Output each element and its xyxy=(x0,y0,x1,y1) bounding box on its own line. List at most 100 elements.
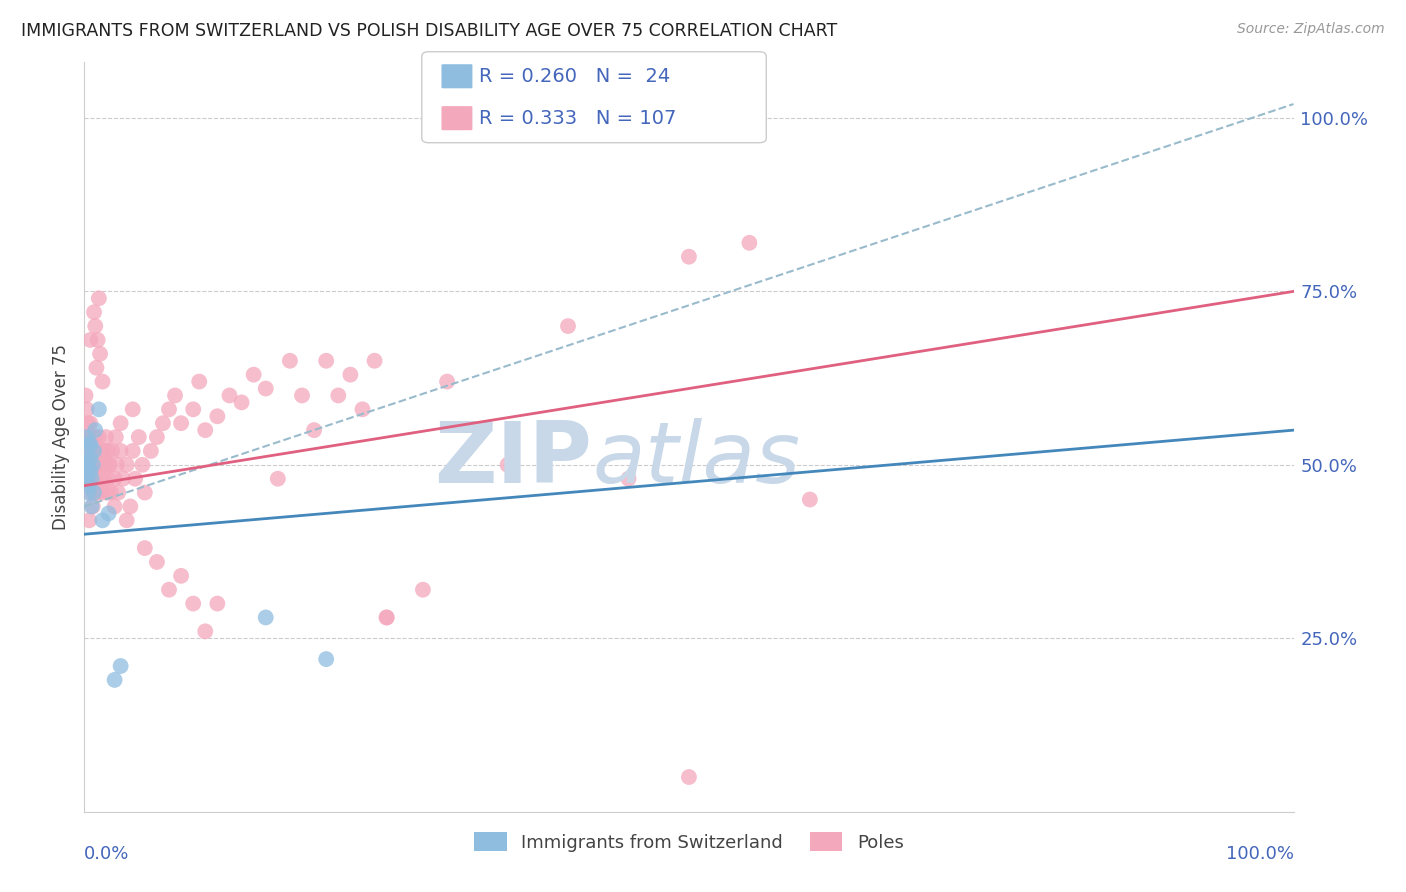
Point xyxy=(105,458,128,472)
Point xyxy=(77,472,100,486)
Point xyxy=(96,485,118,500)
Point xyxy=(97,458,120,472)
Point xyxy=(799,492,821,507)
Text: ZIP: ZIP xyxy=(434,418,592,501)
Point xyxy=(436,375,458,389)
Point xyxy=(91,375,114,389)
Point xyxy=(87,430,110,444)
Point xyxy=(76,430,98,444)
Point xyxy=(104,472,127,486)
Point xyxy=(254,382,277,396)
Text: R = 0.260   N =  24: R = 0.260 N = 24 xyxy=(479,67,671,86)
Point xyxy=(170,416,193,430)
Text: atlas: atlas xyxy=(592,418,800,501)
Point xyxy=(363,353,385,368)
Point xyxy=(207,409,229,424)
Point xyxy=(120,500,142,514)
Point xyxy=(86,444,108,458)
Point xyxy=(80,430,103,444)
Point xyxy=(291,388,314,402)
Point xyxy=(146,555,169,569)
Point xyxy=(77,430,100,444)
Point xyxy=(94,430,117,444)
Point xyxy=(194,423,217,437)
Point xyxy=(87,291,110,305)
Point xyxy=(375,610,398,624)
Point xyxy=(82,458,104,472)
Point xyxy=(315,652,337,666)
Point xyxy=(89,472,111,486)
Point xyxy=(93,472,115,486)
Point xyxy=(82,458,104,472)
Point xyxy=(79,450,101,465)
Point xyxy=(678,770,700,784)
Point xyxy=(328,388,350,402)
Point xyxy=(278,353,301,368)
Point xyxy=(80,472,103,486)
Point xyxy=(98,458,121,472)
Point xyxy=(77,444,100,458)
Point xyxy=(165,388,187,402)
Point xyxy=(90,458,112,472)
Point xyxy=(77,458,100,472)
Point xyxy=(84,423,107,437)
Point xyxy=(131,458,153,472)
Point xyxy=(86,458,108,472)
Point xyxy=(97,472,120,486)
Point xyxy=(94,458,117,472)
Point xyxy=(181,402,204,417)
Point xyxy=(79,485,101,500)
Point xyxy=(134,485,156,500)
Point xyxy=(87,402,110,417)
Point xyxy=(231,395,253,409)
Point xyxy=(86,360,108,375)
Point xyxy=(83,485,105,500)
Point xyxy=(157,402,180,417)
Point xyxy=(94,444,117,458)
Point xyxy=(104,430,127,444)
Point xyxy=(86,333,108,347)
Point xyxy=(242,368,264,382)
Point xyxy=(83,444,105,458)
Point xyxy=(112,472,135,486)
Point xyxy=(152,416,174,430)
Point xyxy=(82,500,104,514)
Point xyxy=(738,235,761,250)
Point xyxy=(496,458,519,472)
Point xyxy=(188,375,211,389)
Point xyxy=(83,485,105,500)
Point xyxy=(83,444,105,458)
Point xyxy=(77,416,100,430)
Point xyxy=(76,430,98,444)
Point xyxy=(91,485,114,500)
Point xyxy=(79,465,101,479)
Point xyxy=(84,472,107,486)
Point xyxy=(86,485,108,500)
Point xyxy=(91,444,114,458)
Point xyxy=(91,513,114,527)
Point xyxy=(157,582,180,597)
Point xyxy=(218,388,240,402)
Point xyxy=(339,368,361,382)
Point xyxy=(139,444,162,458)
Point xyxy=(76,402,98,417)
Point xyxy=(79,444,101,458)
Point xyxy=(76,472,98,486)
Point xyxy=(617,472,640,486)
Point xyxy=(557,319,579,334)
Point xyxy=(134,541,156,555)
Point xyxy=(77,513,100,527)
Point xyxy=(104,673,127,687)
Text: 100.0%: 100.0% xyxy=(1226,846,1294,863)
Point xyxy=(115,513,138,527)
Point xyxy=(87,458,110,472)
Point xyxy=(77,437,100,451)
Point xyxy=(75,388,97,402)
Point xyxy=(352,402,374,417)
Point xyxy=(84,430,107,444)
Text: 0.0%: 0.0% xyxy=(84,846,129,863)
Point xyxy=(82,430,104,444)
Text: Source: ZipAtlas.com: Source: ZipAtlas.com xyxy=(1237,22,1385,37)
Point xyxy=(100,485,122,500)
Point xyxy=(107,485,129,500)
